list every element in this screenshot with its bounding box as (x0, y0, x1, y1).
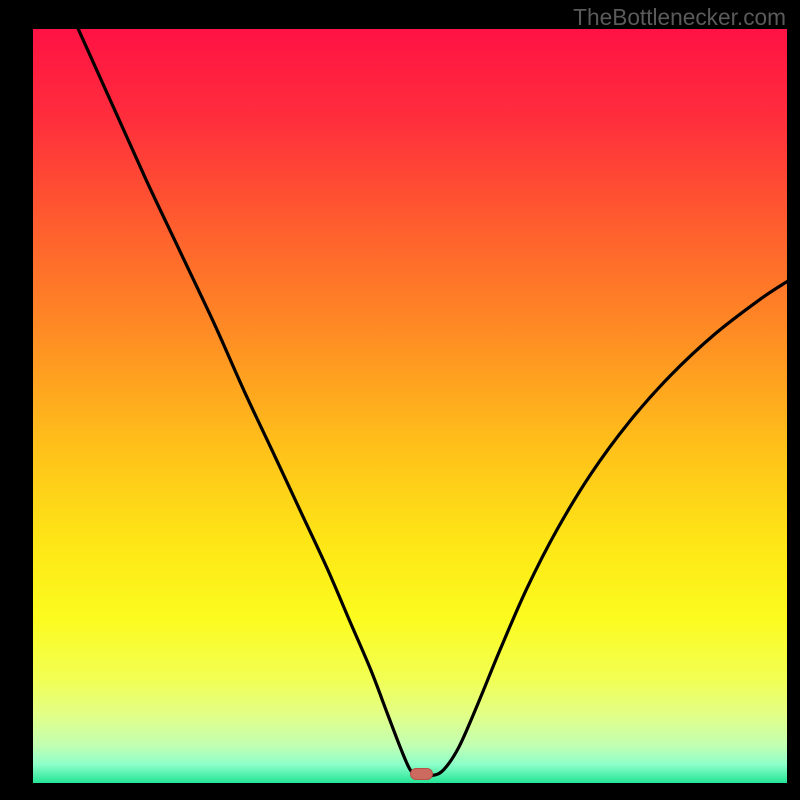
bottleneck-curve (33, 29, 787, 783)
optimum-marker (410, 768, 433, 781)
chart-canvas: TheBottlenecker.com (0, 0, 800, 800)
curve-line (78, 29, 787, 776)
plot-area (33, 29, 787, 783)
watermark-text: TheBottlenecker.com (573, 4, 786, 31)
